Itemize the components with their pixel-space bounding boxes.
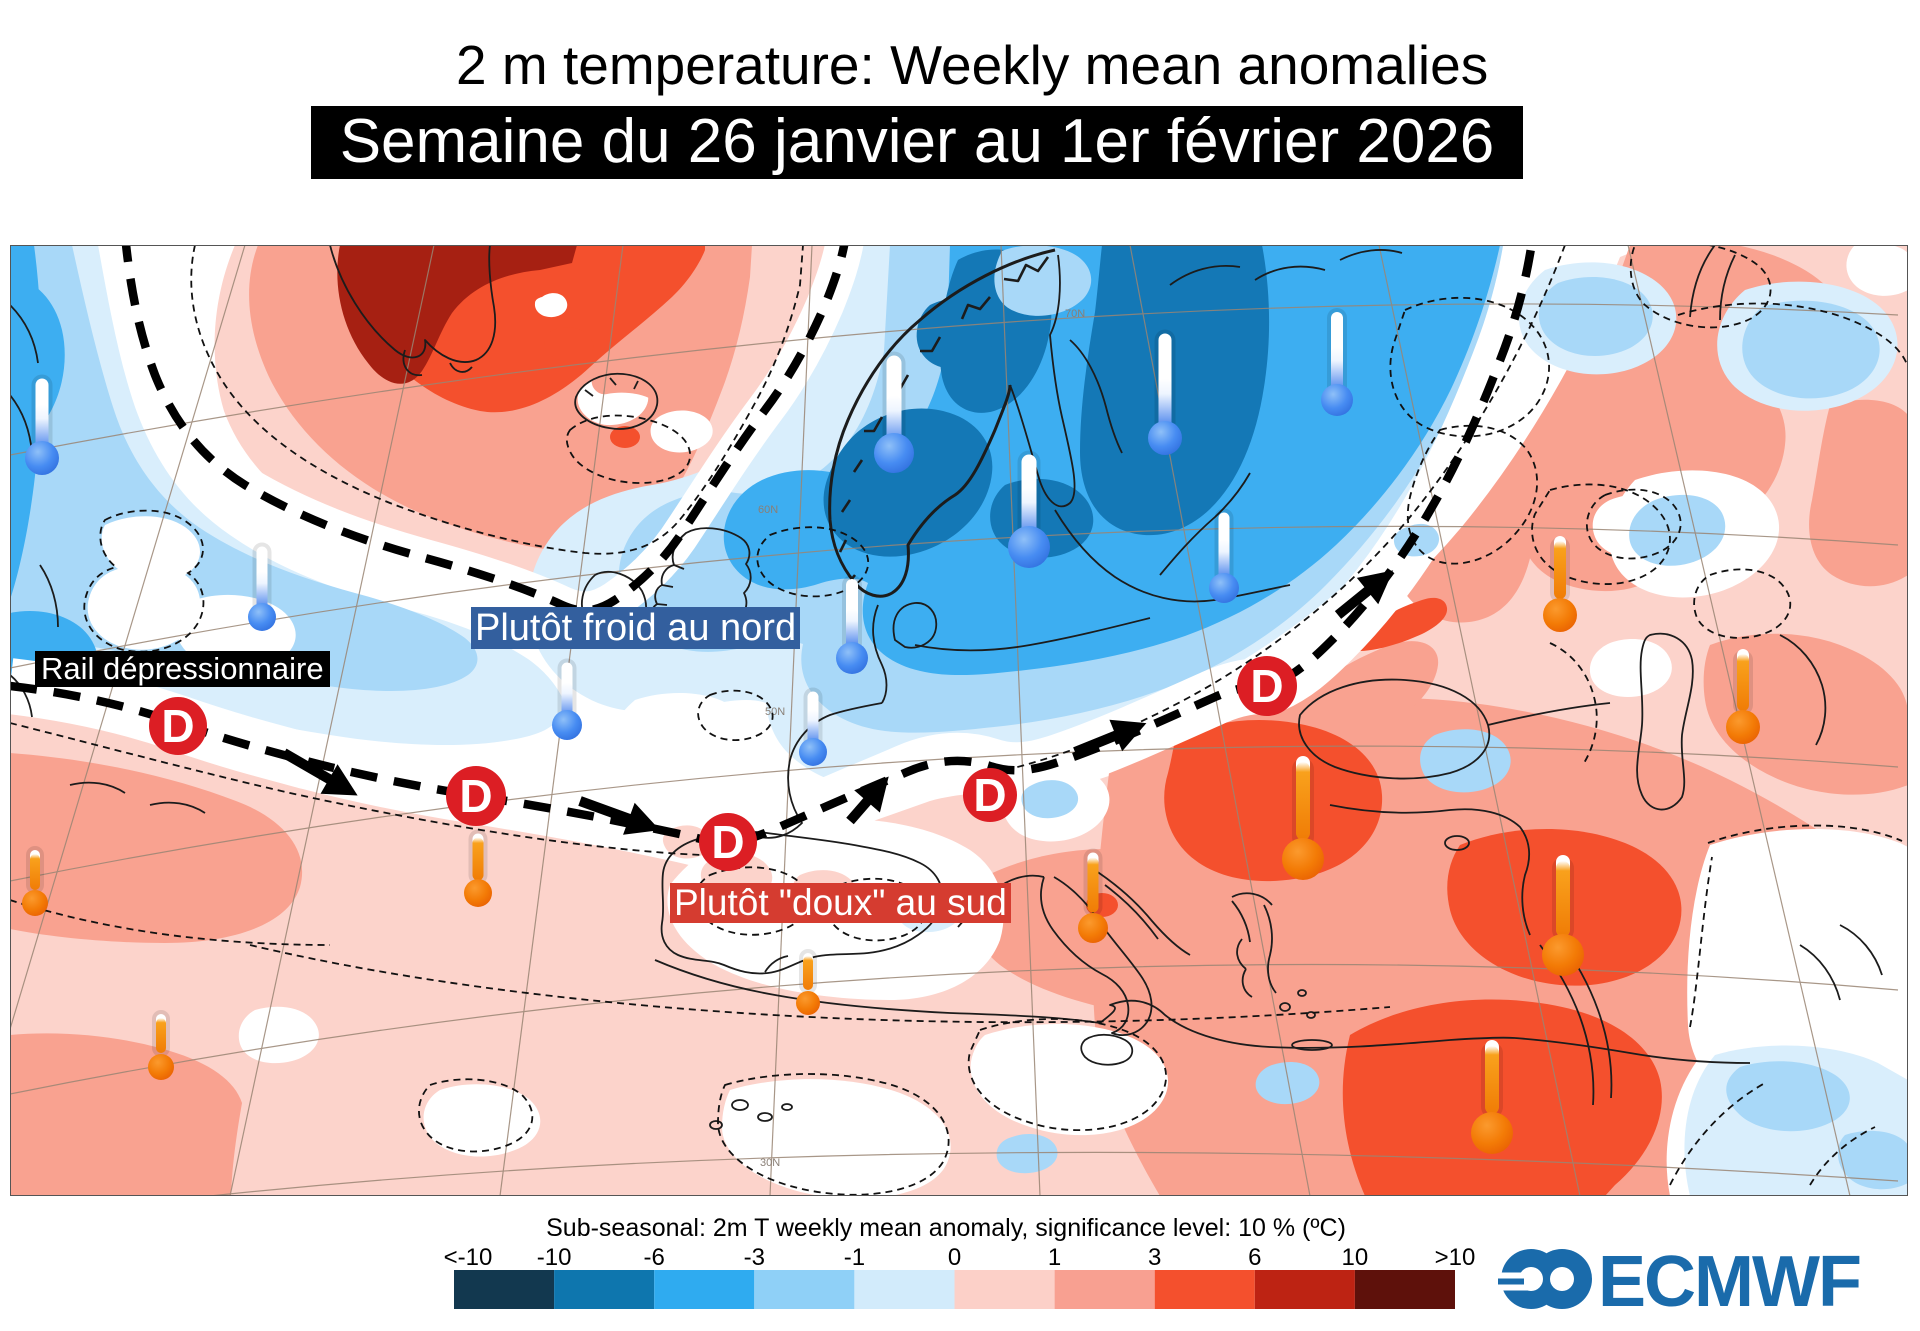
svg-text:60N: 60N [758,504,778,516]
svg-text:0: 0 [948,1244,961,1271]
svg-text:6: 6 [1248,1244,1261,1271]
svg-text:30N: 30N [760,1157,780,1169]
svg-text:-3: -3 [744,1244,765,1271]
svg-text:-6: -6 [644,1244,665,1271]
svg-text:<-10: <-10 [444,1244,493,1271]
svg-text:50N: 50N [765,706,785,718]
svg-text:D: D [1250,660,1283,712]
svg-text:D: D [459,770,492,822]
svg-text:-1: -1 [844,1244,865,1271]
svg-text:1: 1 [1048,1244,1061,1271]
svg-text:ECMWF: ECMWF [1598,1242,1860,1322]
svg-text:D: D [973,769,1006,821]
svg-text:D: D [711,816,744,868]
svg-text:3: 3 [1148,1244,1161,1271]
svg-text:D: D [161,700,194,752]
svg-text:>10: >10 [1435,1244,1476,1271]
svg-text:70N: 70N [1065,308,1085,320]
svg-text:10: 10 [1342,1244,1369,1271]
svg-text:-10: -10 [537,1244,572,1271]
